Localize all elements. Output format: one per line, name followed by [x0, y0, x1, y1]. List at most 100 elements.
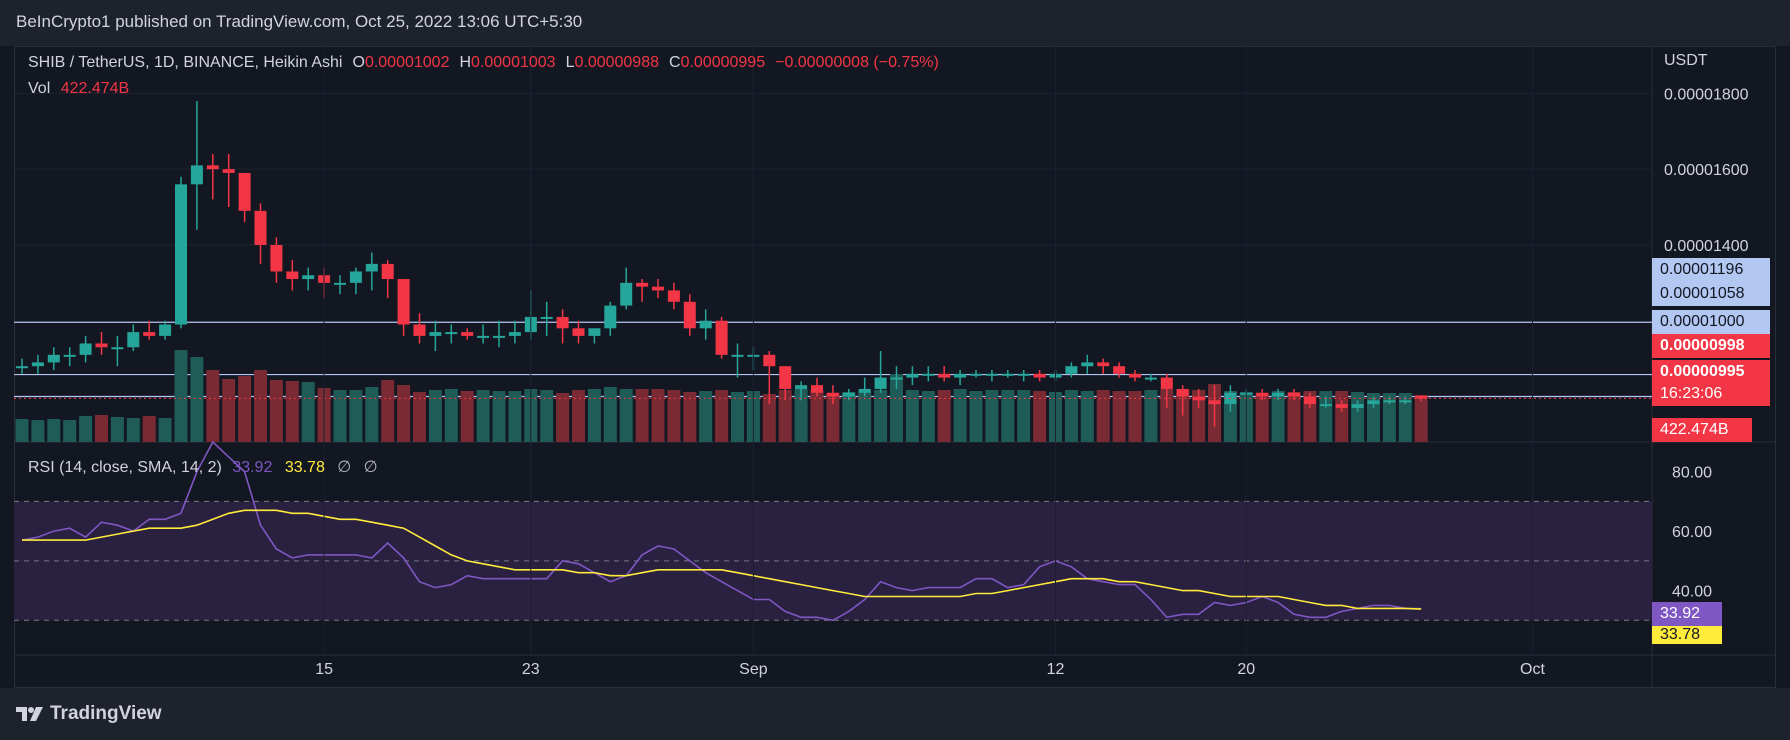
candle-body — [413, 324, 426, 336]
candle-body — [1001, 373, 1014, 376]
candle-body — [1097, 362, 1110, 367]
volume-bar — [1351, 392, 1365, 442]
candle-body — [604, 305, 617, 329]
candle-body — [349, 271, 362, 283]
volume-bar — [31, 420, 45, 442]
candle-body — [922, 373, 935, 376]
candle-body — [95, 343, 108, 348]
candle-body — [175, 184, 187, 325]
candle-body — [954, 373, 967, 378]
tradingview-logo[interactable]: TradingView — [16, 703, 162, 725]
candle-body — [47, 354, 60, 363]
volume-bar — [15, 419, 29, 442]
rsi-tick-label: 60.00 — [1672, 524, 1712, 541]
time-tick-label: Sep — [739, 661, 768, 678]
candle-body — [1383, 400, 1396, 403]
volume-bar — [1064, 390, 1078, 442]
candle-body — [556, 316, 569, 329]
candle-body — [1415, 395, 1428, 399]
level-tag-1: 0.00001196 — [1652, 258, 1770, 282]
volume-bar — [222, 379, 236, 442]
change-value: −0.00000008 (−0.75%) — [775, 54, 939, 71]
volume-bar — [731, 392, 744, 442]
candle-body — [238, 172, 251, 211]
candle-body — [302, 275, 315, 280]
volume-bar — [985, 390, 999, 442]
volume-bar — [333, 390, 347, 442]
high-label: H — [459, 54, 472, 71]
volume-bar — [428, 390, 442, 442]
volume-bar — [1398, 393, 1412, 442]
volume-bar — [444, 389, 458, 442]
price-tick-label: 0.00001800 — [1664, 86, 1749, 103]
candle-body — [31, 362, 44, 367]
symbol-label[interactable]: SHIB / TetherUS, 1D, BINANCE, Heikin Ash… — [28, 54, 343, 71]
price-tick-label: 0.00001400 — [1664, 238, 1749, 255]
footer-bar — [0, 688, 1790, 740]
candle-body — [159, 324, 172, 336]
volume-bar — [142, 416, 156, 442]
candle-body — [381, 263, 394, 280]
rsi-sma-value: 33.78 — [284, 459, 325, 476]
volume-bar — [905, 390, 919, 442]
price-tick-label: 0.00001600 — [1664, 162, 1749, 179]
candle-body — [429, 332, 442, 336]
candle-body — [254, 210, 267, 245]
volume-bar — [508, 391, 522, 442]
tradingview-logo-text: TradingView — [50, 703, 162, 724]
volume-bar — [206, 370, 220, 442]
tradingview-logo-icon — [16, 707, 43, 721]
last-close-tag: 0.00000995 — [1652, 360, 1770, 384]
candle-body — [143, 332, 156, 336]
volume-bar — [63, 420, 77, 442]
volume-label[interactable]: Vol — [28, 80, 51, 97]
candle-body — [540, 316, 553, 319]
volume-bar — [1382, 393, 1396, 442]
volume-bar — [126, 418, 140, 442]
candle-body — [699, 320, 712, 329]
volume-bar — [301, 382, 315, 442]
volume-bar — [397, 385, 411, 442]
volume-bar — [1017, 390, 1031, 442]
candle-body — [985, 373, 998, 376]
volume-bar — [635, 389, 649, 442]
candle-body — [683, 301, 696, 329]
rsi-extra-2: ∅ — [363, 459, 378, 476]
candle-body — [890, 377, 903, 380]
volume-bar — [1335, 391, 1349, 442]
currency-label[interactable]: USDT — [1664, 52, 1708, 69]
open-value: 0.00001002 — [364, 54, 450, 71]
candle-body — [858, 388, 871, 393]
candle-body — [874, 377, 887, 389]
candle-body — [1319, 404, 1332, 407]
time-tick-label: 20 — [1237, 661, 1255, 678]
volume-bar — [1128, 391, 1142, 442]
close-label: C — [669, 54, 681, 71]
candle-body — [16, 366, 28, 369]
rsi-tag: 33.92 — [1652, 602, 1722, 626]
volume-bar — [603, 387, 617, 442]
volume-bar — [476, 390, 490, 442]
rsi-label[interactable]: RSI (14, close, SMA, 14, 2) — [28, 459, 222, 476]
candle-body — [1129, 373, 1141, 378]
candle-body — [1303, 396, 1316, 405]
candle-body — [493, 335, 505, 338]
candle-body — [445, 332, 458, 335]
volume-bar — [858, 391, 872, 442]
candle-body — [1335, 404, 1348, 408]
volume-bar — [651, 389, 665, 442]
volume-bar — [921, 391, 935, 442]
candle-body — [79, 343, 92, 355]
volume-bar — [1414, 395, 1428, 442]
volume-bar — [1033, 391, 1047, 442]
volume-bar — [79, 416, 93, 442]
rsi-extra-1: ∅ — [337, 459, 352, 476]
high-value: 0.00001003 — [471, 54, 556, 71]
candle-body — [1208, 400, 1221, 405]
price-legend: SHIB / TetherUS, 1D, BINANCE, Heikin Ash… — [28, 54, 939, 72]
volume-bar — [699, 391, 713, 442]
volume-bar — [460, 391, 474, 442]
low-value: 0.00000988 — [574, 54, 659, 71]
volume-bar — [1287, 392, 1301, 442]
